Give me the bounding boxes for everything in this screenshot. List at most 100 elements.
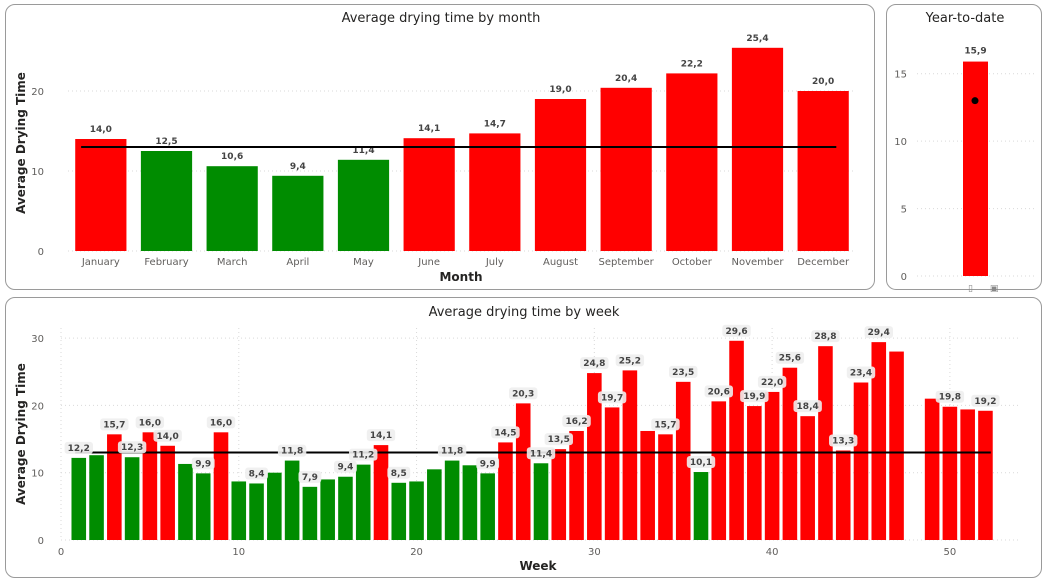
data-label-bg — [387, 466, 411, 479]
x-tick-label: 50 — [944, 547, 957, 558]
x-tick-label: August — [543, 257, 578, 268]
data-label: 25,6 — [779, 354, 801, 364]
data-label-bg — [135, 416, 165, 429]
bar — [71, 457, 87, 540]
y-tick-label: 20 — [31, 87, 44, 98]
bar — [124, 457, 140, 540]
data-label-bg — [206, 416, 236, 429]
data-label-bg — [100, 418, 129, 431]
data-label: 20,6 — [708, 387, 730, 397]
data-label: 9,4 — [290, 162, 306, 172]
x-tick-label: October — [672, 257, 713, 268]
data-label-bg — [580, 357, 609, 370]
monthly-chart-panel[interactable]: Average drying time by month 0 10 20 Average… — [5, 4, 875, 290]
chart-title: Average drying time by week — [429, 305, 620, 320]
data-label: 12,2 — [68, 444, 90, 454]
data-label-bg — [971, 394, 1000, 407]
y-tick-label: 0 — [901, 272, 907, 283]
data-label: 20,3 — [512, 389, 534, 399]
bar — [818, 346, 833, 540]
data-label-bg — [597, 391, 627, 404]
data-label: 28,8 — [814, 332, 836, 342]
data-label: 16,0 — [139, 418, 161, 428]
data-label-bg — [935, 390, 965, 403]
bar — [391, 482, 407, 540]
data-label: 24,8 — [583, 359, 605, 369]
y-tick-label: 10 — [894, 137, 907, 148]
data-label-bg — [669, 365, 698, 378]
bar — [658, 434, 673, 540]
focus-mode-icon[interactable]: ▣ — [989, 284, 999, 294]
data-label: 19,0 — [549, 85, 571, 95]
x-tick-label: 30 — [588, 547, 601, 558]
data-label-bg — [117, 441, 147, 454]
data-label: 16,0 — [210, 418, 232, 428]
data-label: 25,2 — [619, 356, 641, 366]
y-tick-label: 30 — [31, 334, 44, 345]
bar — [320, 479, 335, 540]
weekly-chart: Average drying time by week 0 10 20 30 0 10 20 3… — [14, 305, 1021, 573]
bar — [142, 432, 158, 540]
y-axis-title: Average Drying Time — [14, 363, 28, 505]
data-label: 16,2 — [565, 417, 587, 427]
target-marker — [971, 97, 979, 105]
x-tick-label: 40 — [766, 547, 779, 558]
chart-title: Year-to-date — [925, 11, 1005, 26]
y-axis-title: Average Drying Time — [14, 72, 28, 214]
x-tick-label: May — [353, 257, 374, 268]
data-label: 11,4 — [530, 449, 552, 459]
data-label-bg — [757, 375, 787, 388]
visual-header-icons[interactable]: ▯ ▣ — [968, 284, 998, 294]
data-label-bg — [526, 447, 556, 460]
bar — [729, 340, 744, 540]
bar — [747, 406, 762, 540]
data-label: 9,9 — [195, 459, 211, 469]
filter-icon[interactable]: ▯ — [968, 284, 973, 294]
data-label-bg — [829, 434, 858, 447]
data-label-bg — [277, 444, 307, 457]
weekly-chart-panel[interactable]: Average drying time by week 0 10 20 30 0 10 20 3… — [5, 297, 1042, 578]
x-axis-title: Month — [439, 270, 482, 284]
bar — [587, 373, 602, 540]
data-label: 13,3 — [832, 436, 854, 446]
data-label-bg — [775, 351, 805, 364]
bar — [600, 87, 652, 251]
data-label: 19,9 — [743, 392, 765, 402]
x-axis-title: Week — [519, 559, 557, 573]
data-label: 14,1 — [418, 124, 440, 134]
bar — [338, 476, 353, 540]
data-label-bg — [651, 418, 680, 431]
data-label: 14,7 — [484, 119, 506, 129]
data-label-bg — [615, 354, 645, 367]
bar — [731, 47, 784, 251]
data-label: 29,4 — [868, 328, 890, 338]
x-tick-label: July — [485, 257, 504, 268]
bar — [409, 481, 424, 540]
bar — [355, 464, 371, 540]
bar — [206, 166, 258, 251]
bar — [284, 460, 300, 540]
x-tick-label: April — [286, 257, 309, 268]
data-label-bg — [811, 330, 840, 343]
monthly-chart: Average drying time by month 0 10 20Average… — [14, 11, 856, 284]
bar — [249, 483, 264, 540]
bar — [515, 403, 531, 540]
bar — [963, 61, 988, 276]
ytd-chart-panel[interactable]: Year-to-date 0 5 10 15 15,9 — [886, 4, 1042, 290]
data-label-bg — [366, 429, 396, 442]
x-tick-label: 10 — [232, 547, 245, 558]
data-label: 22,2 — [681, 59, 703, 69]
data-label: 15,9 — [964, 47, 986, 57]
data-label: 15,7 — [103, 420, 125, 430]
y-tick-label: 0 — [38, 536, 44, 547]
bar — [533, 463, 549, 540]
data-label: 19,8 — [939, 393, 961, 403]
data-label-bg — [64, 441, 93, 454]
bar — [782, 367, 798, 540]
data-label-bg — [437, 444, 467, 457]
data-label: 15,7 — [654, 420, 676, 430]
data-label-bg — [562, 414, 591, 427]
x-tick-label: November — [731, 257, 784, 268]
data-label-bg — [334, 460, 357, 473]
data-label: 29,6 — [725, 327, 747, 337]
